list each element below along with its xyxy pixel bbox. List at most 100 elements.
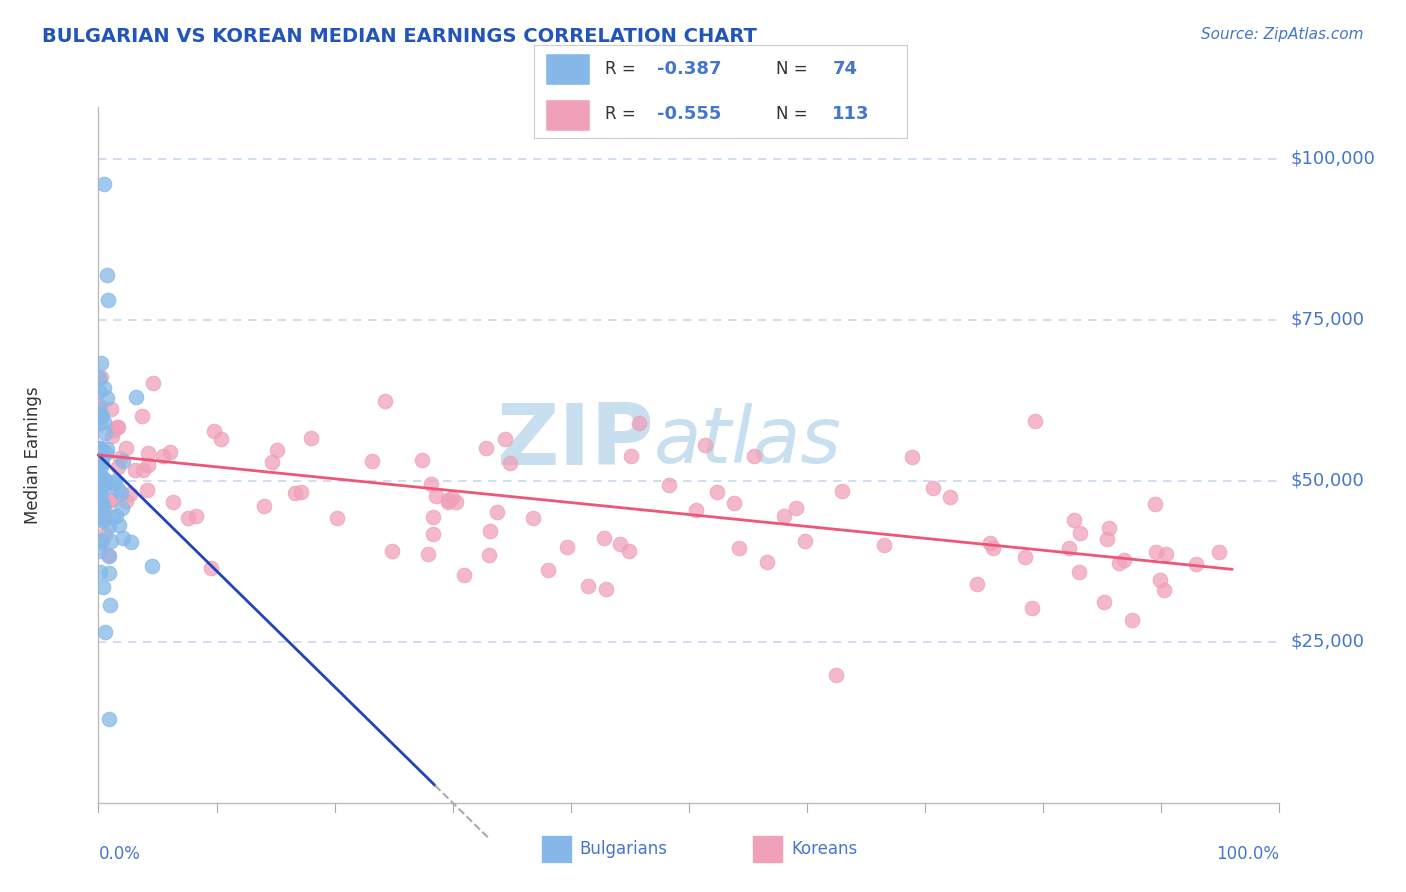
Point — [1149, 574, 1171, 588]
Point — [628, 417, 651, 431]
Point — [94, 476, 117, 491]
Point — [1024, 414, 1046, 428]
Point — [90, 478, 112, 492]
Point — [825, 667, 848, 681]
Point — [576, 580, 599, 594]
Point — [374, 393, 396, 408]
Point — [91, 448, 114, 462]
Point — [536, 564, 558, 578]
Point — [478, 524, 501, 539]
Point — [266, 442, 288, 457]
Point — [478, 549, 501, 563]
Point — [100, 533, 122, 548]
Point — [939, 490, 962, 504]
Point — [91, 472, 114, 486]
Point — [90, 476, 112, 491]
Point — [89, 482, 111, 496]
FancyBboxPatch shape — [546, 53, 591, 85]
Point — [98, 549, 121, 563]
Point — [98, 493, 121, 508]
Point — [93, 178, 115, 192]
Point — [979, 536, 1001, 550]
Point — [93, 502, 115, 516]
Point — [1014, 549, 1036, 564]
Point — [115, 494, 138, 508]
Text: Koreans: Koreans — [792, 840, 858, 858]
Point — [89, 399, 111, 413]
Point — [100, 493, 122, 508]
Text: $100,000: $100,000 — [1291, 150, 1375, 168]
Point — [136, 483, 159, 497]
Point — [93, 512, 115, 526]
Point — [142, 376, 165, 391]
Point — [87, 371, 110, 385]
Point — [141, 558, 163, 573]
Text: Source: ZipAtlas.com: Source: ZipAtlas.com — [1201, 27, 1364, 42]
Point — [124, 463, 146, 477]
Point — [595, 582, 617, 597]
Point — [101, 510, 124, 524]
Point — [96, 391, 118, 405]
Point — [90, 456, 112, 470]
Point — [693, 438, 716, 452]
Point — [107, 482, 129, 496]
Point — [89, 416, 111, 430]
Point — [253, 500, 276, 514]
Point — [89, 483, 111, 497]
Point — [91, 580, 114, 594]
Point — [90, 534, 112, 549]
Point — [94, 625, 117, 640]
Point — [90, 513, 112, 527]
Point — [103, 423, 125, 437]
Point — [1069, 526, 1091, 541]
Point — [1153, 583, 1175, 598]
Point — [90, 451, 112, 466]
Point — [90, 356, 112, 370]
Point — [108, 450, 131, 465]
Point — [97, 548, 120, 562]
Point — [609, 537, 631, 551]
Point — [299, 431, 322, 445]
Point — [723, 496, 745, 510]
Point — [89, 510, 111, 524]
Point — [437, 493, 460, 508]
Point — [87, 409, 110, 423]
Point — [93, 381, 115, 395]
FancyBboxPatch shape — [546, 99, 591, 131]
Point — [486, 505, 509, 519]
Point — [1144, 497, 1167, 511]
Point — [685, 502, 707, 516]
Point — [658, 478, 681, 492]
Point — [1121, 613, 1143, 627]
Point — [132, 462, 155, 476]
Point — [89, 474, 111, 488]
Point — [425, 489, 447, 503]
Point — [90, 370, 112, 384]
Point — [422, 526, 444, 541]
Point — [90, 495, 112, 509]
Text: Bulgarians: Bulgarians — [579, 840, 668, 858]
Point — [152, 449, 174, 463]
Point — [1185, 557, 1208, 571]
Point — [209, 432, 232, 446]
Point — [260, 455, 283, 469]
Point — [105, 508, 128, 523]
Point — [475, 441, 498, 455]
Point — [89, 442, 111, 457]
Point — [593, 531, 616, 545]
Text: R =: R = — [605, 105, 641, 123]
Point — [176, 510, 198, 524]
Text: ZIP: ZIP — [496, 400, 654, 483]
Point — [100, 402, 122, 417]
Point — [453, 568, 475, 582]
Point — [966, 577, 988, 591]
Text: Median Earnings: Median Earnings — [24, 386, 42, 524]
Point — [159, 445, 181, 459]
Point — [772, 509, 794, 524]
Point — [98, 712, 121, 726]
Point — [93, 415, 115, 429]
Point — [89, 509, 111, 524]
Point — [901, 450, 924, 464]
Point — [921, 481, 943, 495]
Point — [91, 499, 114, 513]
